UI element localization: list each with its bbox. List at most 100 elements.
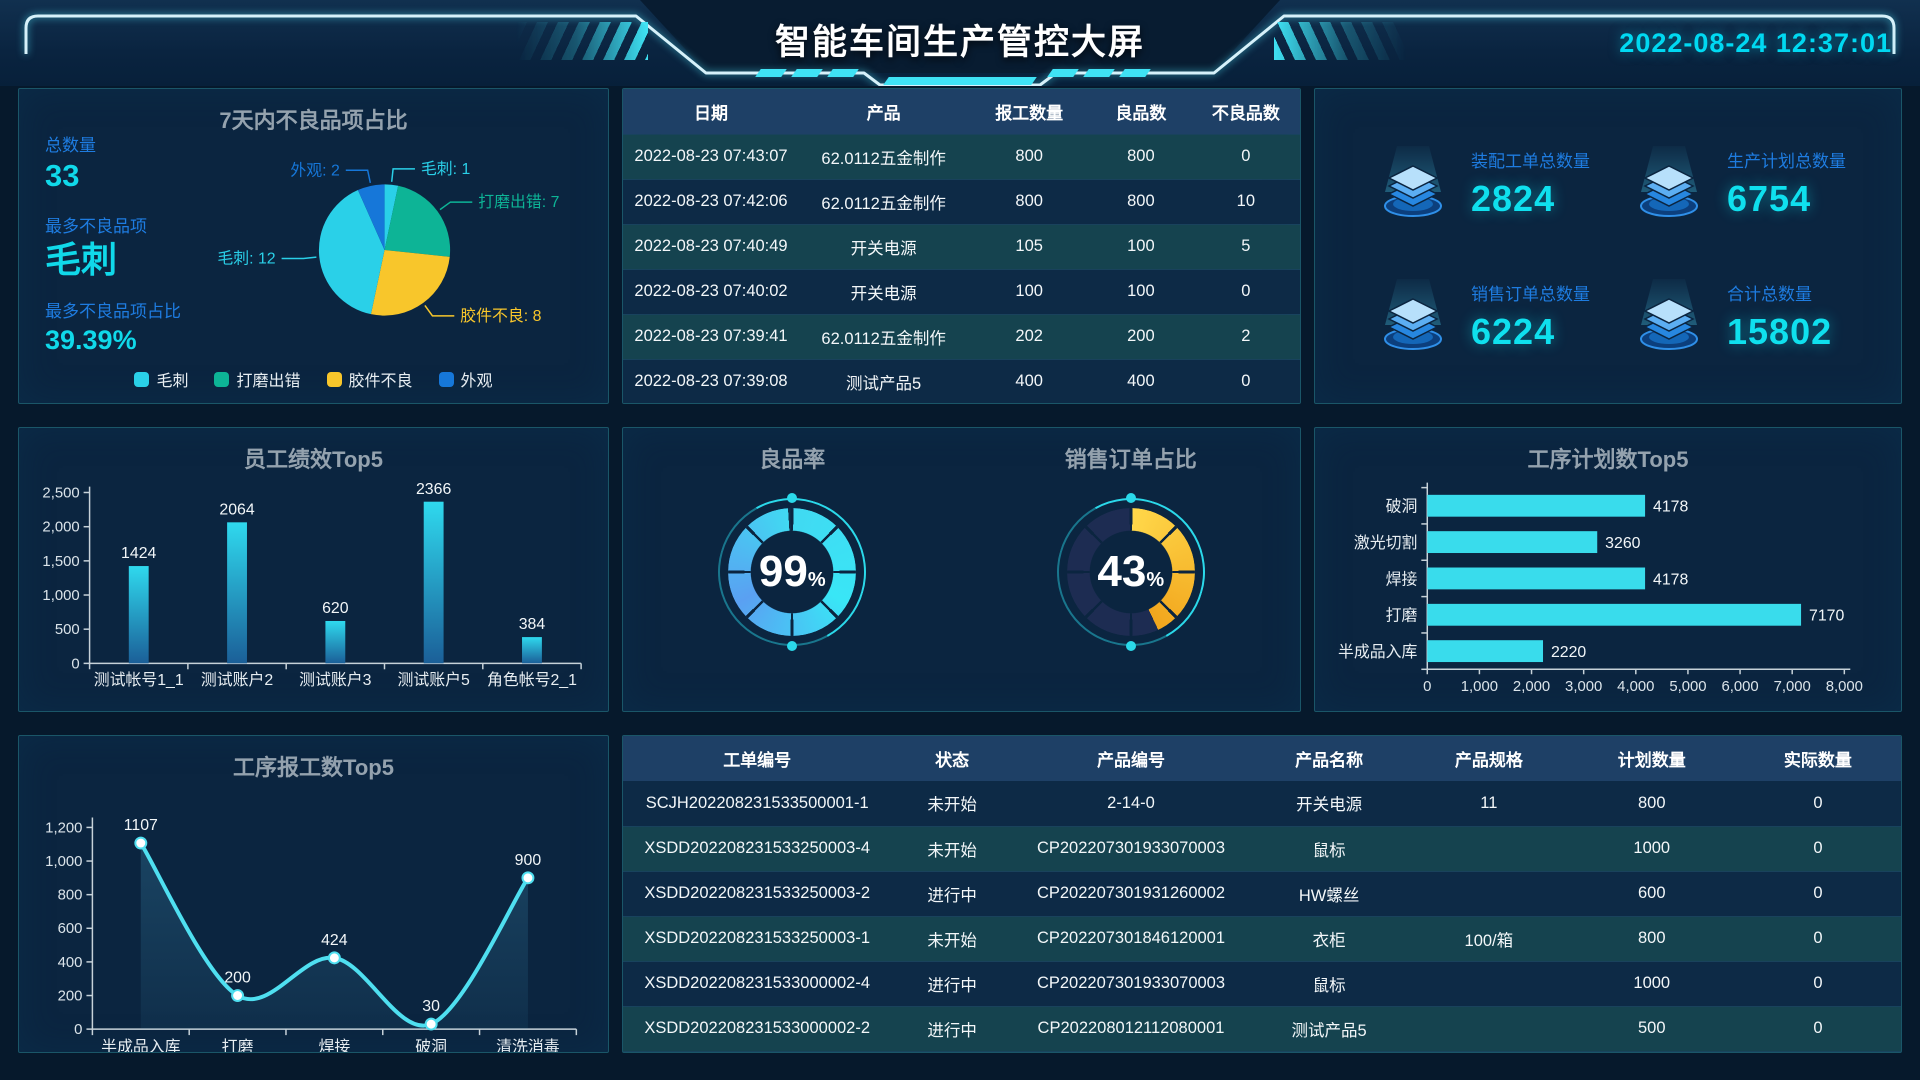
table-cell: CP202207301933070003 bbox=[1012, 825, 1250, 872]
datetime-display: 2022-08-24 12:37:01 bbox=[1619, 28, 1892, 58]
bar-category-label: 半成品入库 bbox=[1338, 643, 1418, 661]
svg-text:3,000: 3,000 bbox=[1565, 679, 1602, 695]
panel-process-plan: 工序计划数Top5 0 1,000 2,000 3,000 4,000 5,000 6,00… bbox=[1314, 427, 1902, 712]
pie-label: 外观: 2 bbox=[290, 161, 340, 179]
bar-value-label: 2064 bbox=[219, 501, 254, 518]
stat-value: 39.39% bbox=[45, 325, 137, 356]
legend-chip bbox=[214, 371, 230, 387]
panel-title: 销售订单占比 bbox=[1064, 447, 1197, 472]
pie-slice bbox=[357, 184, 385, 250]
bar bbox=[227, 522, 247, 664]
table-cell: XSDD202208231533250003-2 bbox=[644, 884, 871, 903]
point-value-label: 1107 bbox=[124, 817, 158, 834]
gauge-dot-decoration bbox=[1125, 493, 1136, 503]
stat-card: 销售订单总数量 6224 bbox=[1371, 275, 1621, 359]
table-cell: 鼠标 bbox=[1249, 825, 1409, 872]
column-header: 实际数量 bbox=[1734, 736, 1901, 781]
point-value-label: 200 bbox=[224, 970, 251, 987]
title-plate bbox=[640, 0, 1280, 73]
table-row: SCJH202208231533500001-1 未开始 2-14-0 开关电源 11 8… bbox=[623, 781, 1901, 827]
bar-value-label: 4178 bbox=[1653, 571, 1688, 588]
svg-text:1,000: 1,000 bbox=[42, 588, 79, 604]
table-cell: 600 bbox=[1638, 884, 1666, 903]
table-cell: 0 bbox=[1241, 282, 1251, 300]
table-row: XSDD202208231533250003-2 进行中 CP20220730193… bbox=[623, 871, 1901, 917]
gauge-dot-decoration bbox=[787, 493, 798, 503]
panel-process-report: 工序报工数Top5 0 200 400 600 800 1,000 1,200 1107 半成品… bbox=[18, 735, 609, 1053]
table-cell: 10 bbox=[1236, 192, 1256, 210]
svg-text:0: 0 bbox=[74, 1022, 82, 1038]
pie-leader-line bbox=[390, 168, 415, 182]
bar-category-label: 测试账户3 bbox=[299, 671, 372, 689]
bar bbox=[128, 566, 149, 664]
legend-item: 打磨出错 bbox=[214, 367, 301, 391]
employee-bar-chart: 0 500 1,000 1,500 2,000 2,500 1424 测试帐号1_1 2064 测… bbox=[42, 481, 582, 689]
table-cell: 进行中 bbox=[927, 886, 977, 905]
column-header: 产品名称 bbox=[1249, 736, 1409, 781]
table-cell: 800 bbox=[1090, 133, 1192, 180]
pie-legend: 毛刺 打磨出错 胶件不良 外观 bbox=[19, 367, 608, 391]
table-cell: CP202207301931260002 bbox=[1036, 884, 1226, 903]
bar-value-label: 2366 bbox=[416, 481, 451, 498]
column-header: 计划数量 bbox=[1568, 736, 1735, 781]
pie-leader-line bbox=[439, 201, 473, 211]
table-cell: 进行中 bbox=[927, 976, 977, 995]
table-cell: 11 bbox=[1480, 793, 1498, 812]
column-header: 产品编号 bbox=[1012, 736, 1250, 781]
table-cell: 0 bbox=[1734, 915, 1901, 962]
panel-defect-ratio: 7天内不良品项占比 总数量 33 最多不良品项 毛刺 最多不良品项占比 39.39% 毛刺… bbox=[18, 88, 609, 404]
table-cell: 200 bbox=[1090, 313, 1192, 360]
stat-value: 33 bbox=[45, 158, 80, 193]
point-value-label: 424 bbox=[321, 932, 348, 949]
bar bbox=[423, 501, 444, 664]
table-cell: 0 bbox=[1734, 825, 1901, 872]
table-cell: 2022-08-23 07:43:07 bbox=[623, 133, 800, 180]
point-category-label: 打磨 bbox=[222, 1038, 254, 1052]
panel-title: 工序报工数Top5 bbox=[233, 755, 394, 780]
gauge-dot-decoration bbox=[787, 641, 798, 651]
table-row: 2022-08-23 07:39:08 测试产品5 400 400 0 bbox=[623, 359, 1300, 403]
table-cell: 0 bbox=[1813, 884, 1823, 903]
gauge-value: 99% bbox=[758, 547, 826, 596]
table-cell: 105 bbox=[968, 223, 1091, 270]
table-cell: 62.0112五金制作 bbox=[799, 133, 969, 180]
table-cell: 1000 bbox=[1568, 825, 1735, 872]
svg-text:4,000: 4,000 bbox=[1617, 679, 1654, 695]
bar-value-label: 4178 bbox=[1653, 499, 1688, 516]
bar-category-label: 测试账户2 bbox=[201, 671, 274, 689]
legend-chip bbox=[326, 371, 342, 387]
pie-slice bbox=[370, 249, 450, 316]
table-cell: XSDD202208231533000002-2 bbox=[623, 1005, 892, 1052]
pie-slice bbox=[384, 185, 451, 257]
table-cell: 衣柜 bbox=[1249, 915, 1409, 962]
table-cell: 开关电源 bbox=[799, 223, 969, 270]
table-cell: 0 bbox=[1813, 974, 1823, 993]
table-cell: 400 bbox=[1127, 372, 1155, 391]
table-cell: XSDD202208231533000002-4 bbox=[644, 974, 871, 993]
point-value-label: 900 bbox=[515, 852, 542, 869]
bar-value-label: 620 bbox=[322, 600, 349, 617]
card-value: 6224 bbox=[1471, 311, 1556, 352]
table-row: 2022-08-23 07:40:49 开关电源 105 100 5 bbox=[623, 223, 1300, 270]
column-header: 工单编号 bbox=[623, 736, 892, 781]
svg-text:1,500: 1,500 bbox=[42, 554, 79, 570]
table-cell: 未开始 bbox=[891, 915, 1013, 962]
stat-card: 生产计划总数量 6754 bbox=[1627, 142, 1877, 226]
header-slashes-left-decoration bbox=[516, 22, 648, 60]
table-row: XSDD202208231533250003-4 未开始 CP20220730193… bbox=[623, 825, 1901, 872]
gauge-dot-decoration bbox=[1125, 641, 1136, 651]
table-cell: 2022-08-23 07:40:02 bbox=[634, 282, 788, 300]
column-header: 产品规格 bbox=[1408, 736, 1569, 781]
svg-text:5,000: 5,000 bbox=[1669, 679, 1706, 695]
pie-slice bbox=[318, 190, 385, 315]
table-cell: 测试产品5 bbox=[846, 374, 922, 393]
table-cell: 0 bbox=[1734, 1005, 1901, 1052]
bar-value-label: 7170 bbox=[1809, 608, 1844, 625]
table-header-row: 工单编号 状态 产品编号 产品名称 产品规格 计划数量 实际数量 bbox=[623, 736, 1901, 781]
bar-category-label: 激光切割 bbox=[1354, 534, 1418, 552]
svg-text:0: 0 bbox=[1423, 679, 1431, 695]
work-orders-table: 工单编号 状态 产品编号 产品名称 产品规格 计划数量 实际数量 SCJH2022082315… bbox=[623, 736, 1901, 1052]
gauge-good-rate: 良品率 99% bbox=[623, 428, 962, 711]
pie-label: 胶件不良: 8 bbox=[460, 307, 541, 325]
table-row: 2022-08-23 07:42:06 62.0112五金制作 800 800 10 bbox=[623, 179, 1300, 224]
